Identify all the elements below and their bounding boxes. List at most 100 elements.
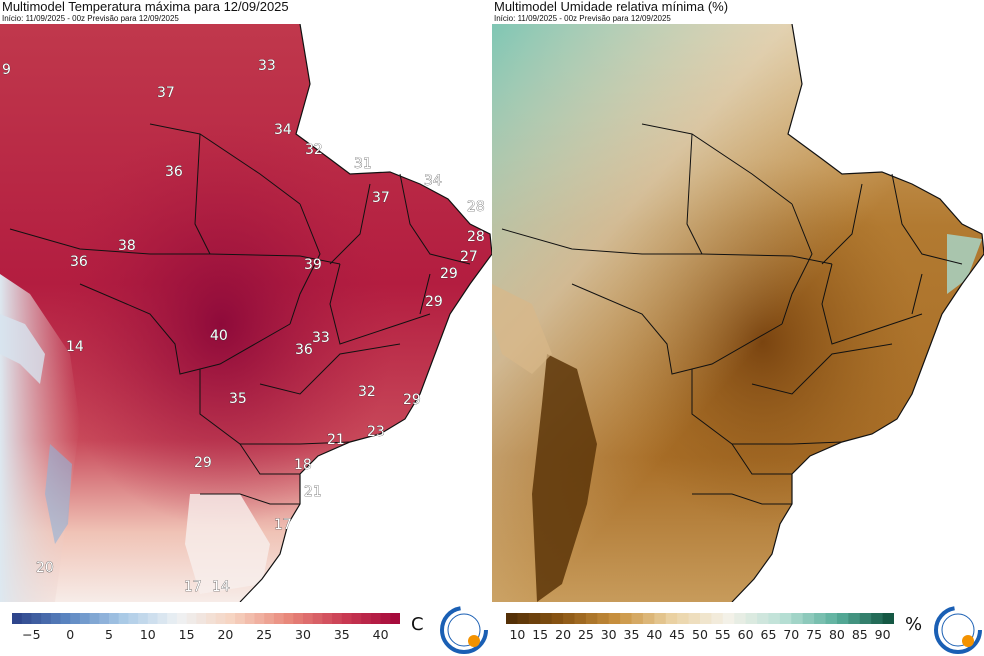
- colorbar-tick-label: 30: [295, 627, 311, 642]
- humidity-map: [492, 24, 984, 602]
- colorbar-segment: [118, 613, 129, 624]
- colorbar-segment: [176, 613, 188, 624]
- temperature-value-label: 21: [304, 484, 322, 500]
- colorbar-segment: [351, 613, 362, 624]
- colorbar-segment: [283, 613, 294, 624]
- humidity-panel: Multimodel Umidade relativa mínima (%) I…: [492, 0, 984, 656]
- colorbar-segment: [303, 613, 314, 624]
- temperature-value-label: 34: [424, 173, 442, 189]
- colorbar-segment: [563, 613, 576, 624]
- colorbar-segment: [206, 613, 217, 624]
- colorbar-segment: [551, 613, 564, 624]
- temperature-value-label: 32: [358, 384, 376, 400]
- colorbar-unit: C: [411, 614, 424, 635]
- colorbar-segment: [700, 613, 713, 624]
- panel-title: Multimodel Umidade relativa mínima (%): [494, 0, 729, 14]
- temperature-value-label: 27: [460, 249, 478, 265]
- humidity-colorbar: [506, 613, 894, 624]
- colorbar-segment: [186, 613, 197, 624]
- temperature-value-label: 40: [210, 328, 228, 344]
- colorbar-segment: [688, 613, 701, 624]
- colorbar-tick-label: 15: [178, 627, 195, 642]
- temperature-value-label: 9: [2, 62, 11, 78]
- colorbar-segment: [235, 613, 246, 624]
- colorbar-tick-label: 10: [139, 627, 156, 642]
- colorbar-segment: [540, 613, 553, 624]
- temperature-value-label: 37: [372, 190, 390, 206]
- colorbar-tick-label: 40: [646, 627, 663, 642]
- temperature-value-label: 23: [367, 424, 385, 440]
- coastline: [731, 24, 984, 602]
- colorbar-segment: [631, 613, 644, 624]
- colorbar-segment: [802, 613, 815, 624]
- temperature-value-label: 35: [229, 391, 247, 407]
- colorbar-segment: [390, 613, 400, 624]
- coastline: [239, 24, 492, 602]
- temperature-panel: Multimodel Temperatura máxima para 12/09…: [0, 0, 492, 654]
- temperature-value-label: 36: [165, 164, 183, 180]
- colorbar-segment: [322, 613, 333, 624]
- colorbar-segment: [50, 613, 62, 624]
- panel-subtitle: Início: 11/09/2025 - 00z Previsão para 1…: [494, 14, 671, 23]
- colorbar-segment: [157, 613, 168, 624]
- panel-title: Multimodel Temperatura máxima para 12/09…: [2, 0, 289, 14]
- temperature-value-label: 39: [304, 257, 322, 273]
- colorbar-segment: [620, 613, 633, 624]
- colorbar-tick-label: −5: [22, 627, 41, 642]
- colorbar-segment: [517, 613, 530, 624]
- colorbar-segment: [167, 613, 178, 624]
- colorbar-segment: [711, 613, 724, 624]
- colorbar-segment: [825, 613, 838, 624]
- colorbar-segment: [814, 613, 827, 624]
- temperature-value-label: 34: [274, 122, 292, 138]
- colorbar-segment: [585, 613, 598, 624]
- colorbar-segment: [882, 613, 894, 624]
- temperature-value-label: 36: [70, 254, 88, 270]
- colorbar-tick-label: 20: [555, 627, 572, 642]
- colorbar-segment: [12, 613, 23, 624]
- colorbar-tick-label: 35: [333, 627, 350, 642]
- colorbar-segment: [273, 613, 285, 624]
- colorbar-segment: [380, 613, 391, 624]
- colorbar-tick-label: 35: [623, 627, 640, 642]
- colorbar-tick-label: 5: [105, 627, 113, 642]
- temperature-value-label: 29: [425, 294, 443, 310]
- temperature-value-label: 29: [194, 455, 212, 471]
- temperature-value-label: 18: [294, 457, 312, 473]
- colorbar-segment: [128, 613, 139, 624]
- colorbar-segment: [768, 613, 781, 624]
- colorbar-tick-label: 60: [737, 627, 754, 642]
- colorbar-segment: [60, 613, 71, 624]
- colorbar-segment: [70, 613, 81, 624]
- colorbar-segment: [225, 613, 236, 624]
- colorbar-segment: [848, 613, 861, 624]
- colorbar-segment: [836, 613, 849, 624]
- colorbar-segment: [21, 613, 32, 624]
- colorbar-segment: [859, 613, 872, 624]
- inpe-logo: [440, 606, 488, 654]
- temperature-value-label: 20: [36, 560, 54, 576]
- temperature-value-label: 36: [295, 342, 313, 358]
- colorbar-segment: [506, 613, 519, 624]
- colorbar-tick-label: 80: [828, 627, 845, 642]
- colorbar-segment: [779, 613, 792, 624]
- inpe-logo: [934, 606, 982, 654]
- colorbar-segment: [642, 613, 655, 624]
- colorbar-tick-label: 40: [372, 627, 389, 642]
- colorbar-segment: [654, 613, 667, 624]
- state-borders: [501, 123, 963, 505]
- temperature-value-label: 28: [467, 199, 485, 215]
- colorbar-tick-label: 25: [256, 627, 273, 642]
- colorbar-tick-label: 75: [806, 627, 823, 642]
- colorbar-segment: [254, 613, 265, 624]
- colorbar-segment: [215, 613, 226, 624]
- colorbar-segment: [734, 613, 747, 624]
- colorbar-segment: [41, 613, 52, 624]
- colorbar-segment: [31, 613, 42, 624]
- colorbar-tick-label: 65: [760, 627, 777, 642]
- colorbar-segment: [312, 613, 323, 624]
- colorbar-segment: [147, 613, 159, 624]
- colorbar-segment: [597, 613, 610, 624]
- temperature-value-label: 17: [274, 517, 292, 533]
